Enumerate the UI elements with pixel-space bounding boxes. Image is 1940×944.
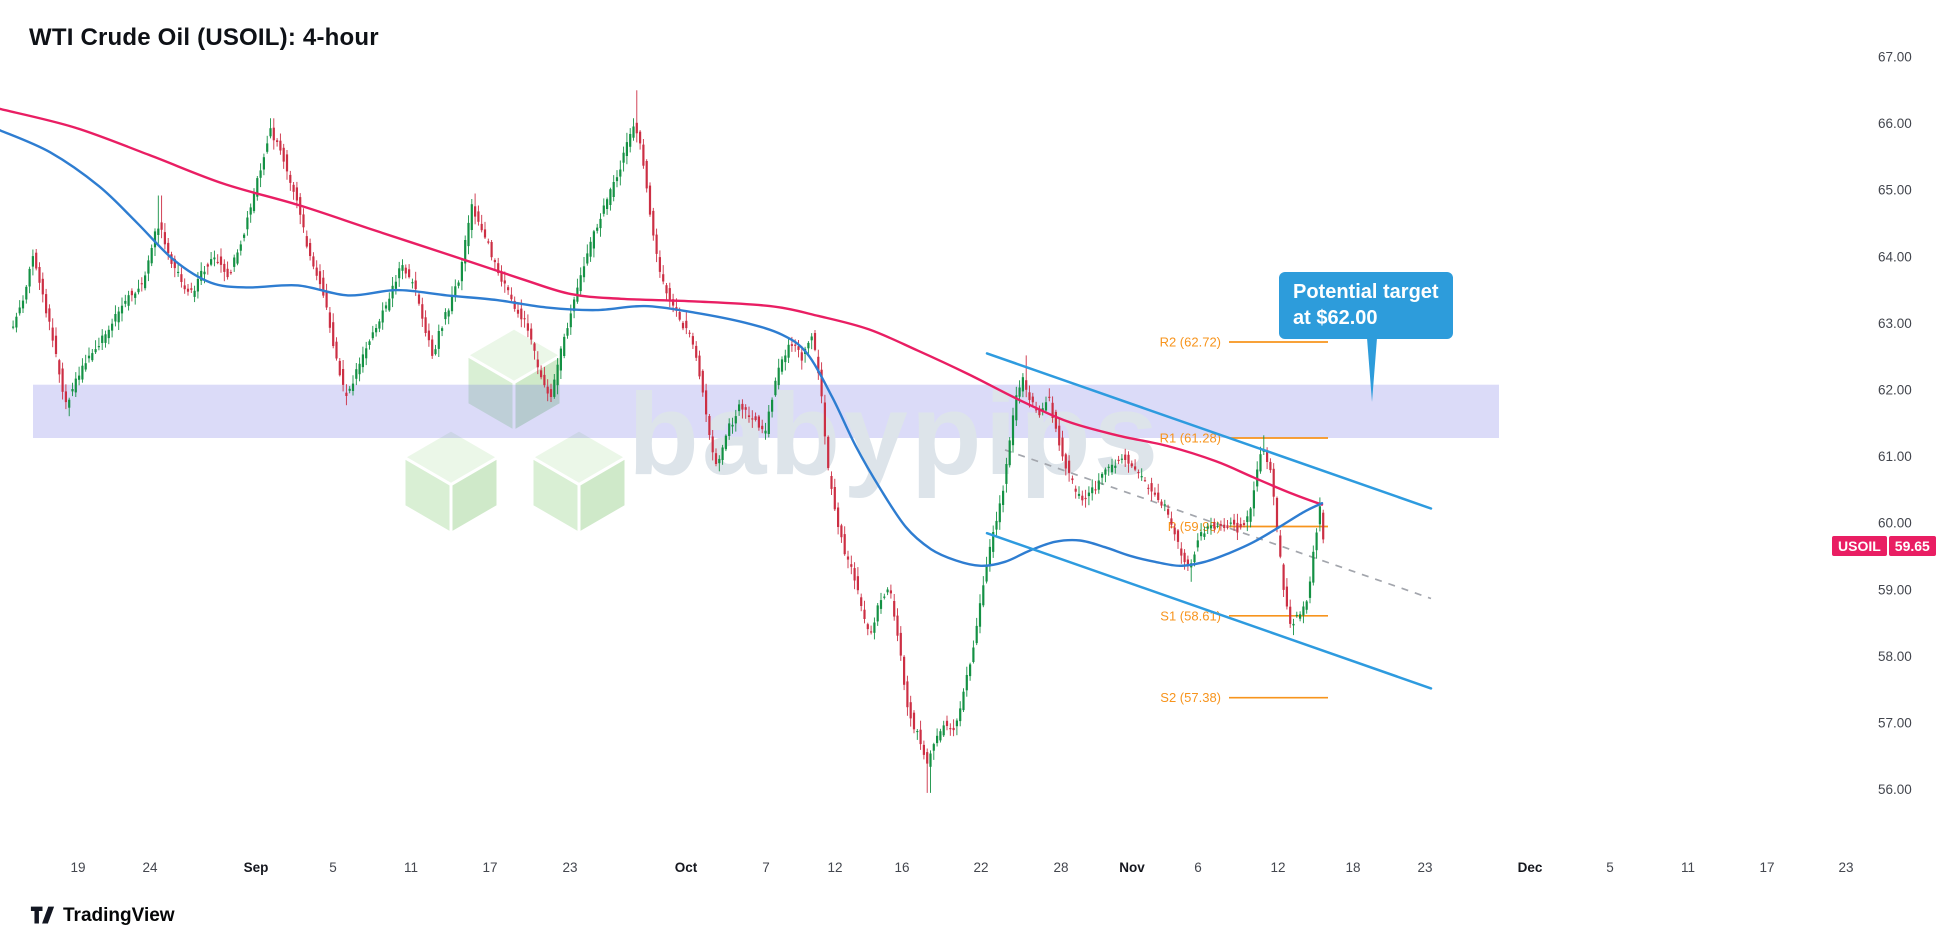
watermark-text: babypips xyxy=(628,369,1161,499)
tradingview-logo-icon xyxy=(30,906,55,924)
time-tick-label: 12 xyxy=(1270,860,1285,875)
price-tick-label: 62.00 xyxy=(1878,383,1912,398)
time-tick-label: Nov xyxy=(1119,860,1145,875)
callout-line1: Potential target xyxy=(1293,281,1439,303)
time-tick-label: 17 xyxy=(1759,860,1774,875)
channel-lines xyxy=(985,352,1433,690)
candles-layer xyxy=(12,90,1325,793)
time-tick-label: 18 xyxy=(1345,860,1360,875)
price-tick-label: 67.00 xyxy=(1878,50,1912,65)
price-tick-label: 59.00 xyxy=(1878,582,1912,597)
last-price-label: USOIL 59.65 xyxy=(1832,536,1936,556)
tradingview-brand[interactable]: TradingView xyxy=(30,903,175,928)
pivot-label: R1 (61.28) xyxy=(1160,431,1221,446)
time-tick-label: 23 xyxy=(1417,860,1432,875)
pivot-label: S2 (57.38) xyxy=(1160,690,1221,705)
watermark-text-label: babypips xyxy=(628,369,1161,499)
time-tick-label: 12 xyxy=(827,860,842,875)
supply-zone xyxy=(33,384,1499,438)
time-tick-label: 5 xyxy=(1606,860,1614,875)
time-tick-label: 24 xyxy=(142,860,158,875)
channel-upper-line[interactable] xyxy=(985,352,1433,510)
time-tick-label: 16 xyxy=(894,860,909,875)
price-tick-label: 63.00 xyxy=(1878,316,1912,331)
time-tick-label: Sep xyxy=(244,860,269,875)
chart-title: WTI Crude Oil (USOIL): 4-hour xyxy=(29,24,379,51)
time-tick-label: 11 xyxy=(1681,860,1695,875)
ma-pink-line xyxy=(0,107,1324,506)
time-tick-label: 22 xyxy=(973,860,988,875)
price-tick-label: 56.00 xyxy=(1878,782,1912,797)
price-label-symbol: USOIL xyxy=(1832,536,1887,556)
time-tick-label: 28 xyxy=(1053,860,1068,875)
time-tick-label: 7 xyxy=(762,860,770,875)
price-axis[interactable]: 67.00 66.00 65.00 64.00 63.00 62.00 61.00 60.00… xyxy=(1878,50,1912,798)
time-tick-label: 11 xyxy=(404,860,418,875)
price-tick-label: 66.00 xyxy=(1878,116,1912,131)
time-tick-label: 23 xyxy=(1838,860,1853,875)
callout-pointer-icon xyxy=(1367,338,1377,403)
pivot-label: R2 (62.72) xyxy=(1160,335,1221,350)
time-axis[interactable]: 19 24 Sep 5 11 17 23 Oct 7 12 16 22 28 Nov 6 12 18 23 Dec 5… xyxy=(70,860,1853,875)
moving-averages xyxy=(0,107,1324,568)
price-target-callout[interactable]: Potential target at $62.00 xyxy=(1279,272,1453,403)
price-label-value: 59.65 xyxy=(1888,536,1936,556)
price-tick-label: 57.00 xyxy=(1878,716,1912,731)
pivot-label: S1 (58.61) xyxy=(1160,608,1221,623)
time-tick-label: 6 xyxy=(1194,860,1202,875)
tradingview-logo-text: TradingView xyxy=(63,904,175,926)
time-tick-label: 17 xyxy=(482,860,497,875)
time-tick-label: 5 xyxy=(329,860,337,875)
time-tick-label: Dec xyxy=(1518,860,1543,875)
callout-line2: at $62.00 xyxy=(1293,306,1378,329)
time-tick-label: 23 xyxy=(562,860,577,875)
price-tick-label: 64.00 xyxy=(1878,249,1912,264)
price-tick-label: 58.00 xyxy=(1878,649,1912,664)
ma-blue-line xyxy=(0,129,1324,568)
time-tick-label: 19 xyxy=(70,860,85,875)
price-tick-label: 60.00 xyxy=(1878,516,1912,531)
price-tick-label: 61.00 xyxy=(1878,449,1912,464)
time-tick-label: Oct xyxy=(675,860,698,875)
watermark-logo xyxy=(402,326,628,535)
price-tick-label: 65.00 xyxy=(1878,183,1912,198)
channel-lower-line[interactable] xyxy=(985,531,1433,690)
